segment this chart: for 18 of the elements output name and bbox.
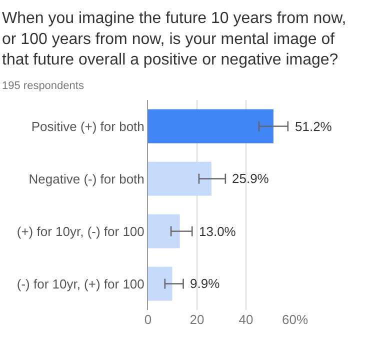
y-tick-label: (+) for 10yr, (-) for 100: [16, 224, 144, 239]
y-tick-label: (-) for 10yr, (+) for 100: [16, 276, 144, 292]
y-tick-label: Negative (-) for both: [28, 171, 144, 186]
data-label: 25.9%: [232, 171, 270, 186]
bar: [148, 162, 212, 196]
y-tick-label: Positive (+) for both: [31, 118, 144, 134]
x-tick-label: 20: [190, 312, 204, 327]
x-tick-label: 0: [144, 312, 152, 327]
data-label: 13.0%: [199, 224, 236, 239]
x-tick-label: 40: [238, 312, 254, 327]
bar: [148, 266, 172, 301]
text: 195 respondents: [2, 80, 84, 92]
bar: [148, 214, 180, 248]
data-label: 9.9%: [190, 276, 220, 291]
x-tick-label: 60%: [282, 312, 308, 327]
bar: [148, 109, 274, 144]
chart-title: When you imagine the future 10 years from now, or 100 years from now, is your mental image of that future overall a positive or negative image?: [2, 10, 346, 69]
data-label: 51.2%: [295, 119, 332, 134]
